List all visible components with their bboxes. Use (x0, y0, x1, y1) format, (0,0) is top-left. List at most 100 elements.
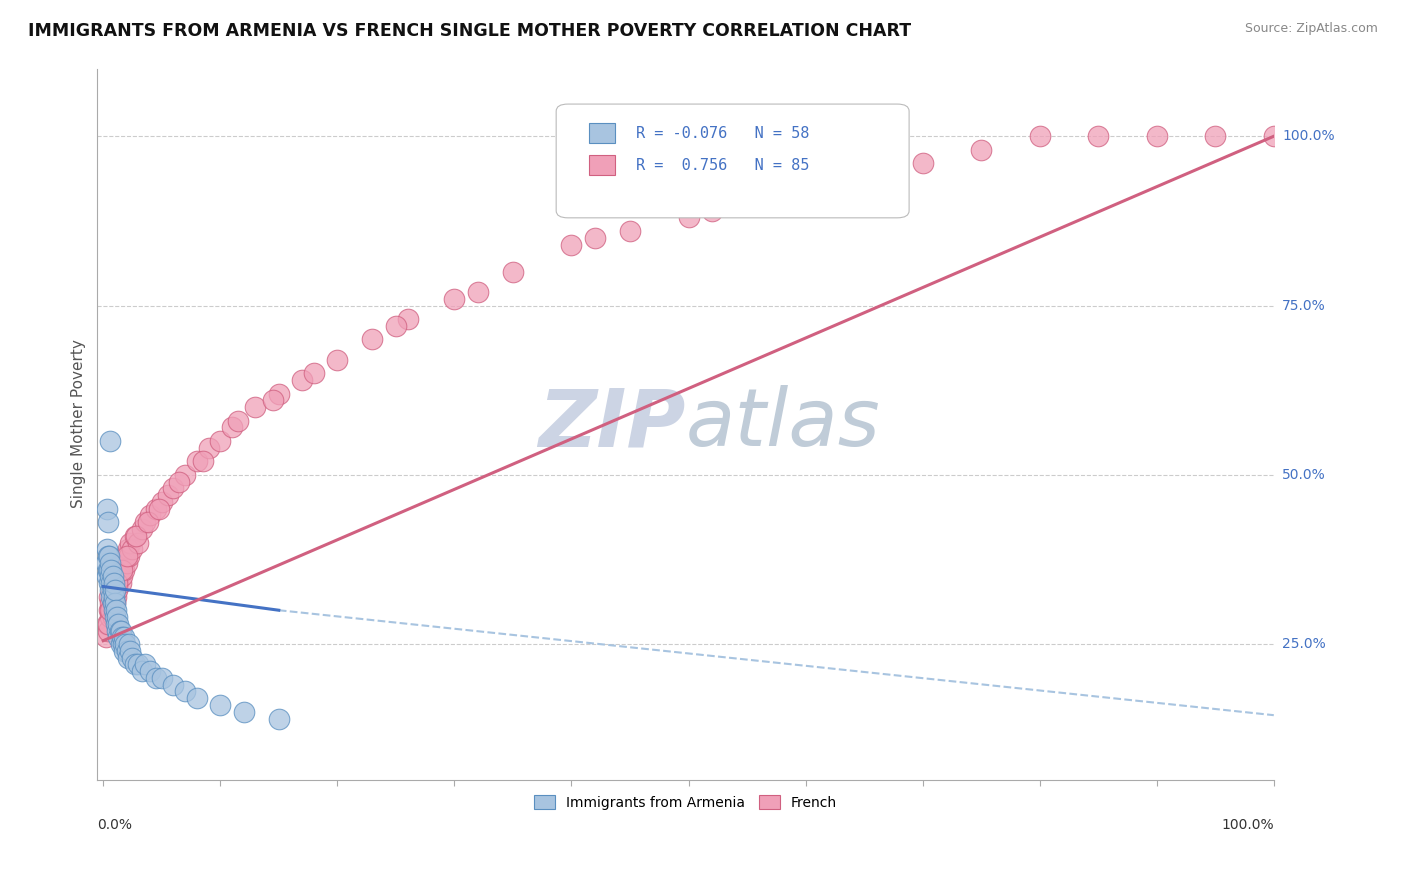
Point (112, 630, 135, 644)
FancyBboxPatch shape (589, 155, 614, 175)
Text: 25.0%: 25.0% (1282, 637, 1326, 651)
Point (174, 684, 197, 698)
Point (105, 576, 128, 591)
Point (103, 603, 125, 617)
Point (145, 501, 167, 516)
Point (396, 312, 419, 326)
Text: 75.0%: 75.0% (1282, 299, 1326, 312)
Point (385, 318, 408, 333)
Point (467, 285, 489, 299)
Point (101, 590, 124, 604)
Point (98, 556, 121, 570)
Point (98, 434, 121, 448)
Point (98, 576, 121, 591)
Point (124, 529, 146, 543)
Point (209, 434, 232, 448)
Point (1087, 129, 1109, 144)
Point (111, 563, 134, 577)
Point (98, 569, 121, 583)
Point (112, 637, 135, 651)
Point (245, 400, 267, 414)
Point (100, 576, 122, 591)
Point (174, 467, 197, 482)
Point (361, 332, 384, 346)
Point (101, 597, 124, 611)
Point (105, 603, 128, 617)
Text: 100.0%: 100.0% (1282, 129, 1334, 144)
Point (105, 576, 128, 591)
Point (150, 671, 173, 685)
Point (104, 582, 127, 597)
Point (105, 610, 128, 624)
Point (120, 644, 142, 658)
Point (110, 624, 132, 638)
Point (1204, 129, 1226, 144)
Point (134, 657, 156, 672)
Point (125, 529, 148, 543)
Point (104, 597, 127, 611)
Point (853, 169, 876, 184)
Text: 50.0%: 50.0% (1282, 467, 1326, 482)
Text: 0.0%: 0.0% (97, 818, 132, 832)
Point (98, 597, 121, 611)
Text: atlas: atlas (686, 385, 880, 463)
Point (96, 616, 118, 631)
Point (101, 582, 124, 597)
Point (105, 624, 128, 638)
Point (162, 678, 184, 692)
Point (101, 569, 124, 583)
Point (191, 454, 214, 468)
Point (97, 624, 120, 638)
Point (107, 569, 129, 583)
Point (96, 542, 118, 557)
Point (100, 563, 122, 577)
Point (150, 495, 173, 509)
Point (117, 650, 139, 665)
Point (103, 576, 125, 591)
Point (98, 610, 121, 624)
Point (98, 582, 121, 597)
Point (112, 644, 135, 658)
Point (1028, 129, 1050, 144)
Point (104, 597, 127, 611)
Point (700, 203, 723, 218)
Point (98, 549, 121, 563)
Point (96, 501, 118, 516)
Point (911, 156, 934, 170)
Point (117, 542, 139, 557)
Point (139, 508, 162, 523)
Point (111, 630, 134, 644)
Y-axis label: Single Mother Poverty: Single Mother Poverty (72, 340, 86, 508)
Point (121, 542, 143, 557)
Point (96, 569, 118, 583)
Point (156, 488, 179, 502)
Point (326, 352, 349, 367)
Point (112, 563, 135, 577)
Point (148, 501, 170, 516)
Point (100, 582, 122, 597)
Point (107, 616, 129, 631)
Text: Source: ZipAtlas.com: Source: ZipAtlas.com (1244, 22, 1378, 36)
Point (100, 603, 122, 617)
Point (139, 664, 162, 678)
Point (110, 637, 132, 651)
Point (103, 590, 125, 604)
Point (98, 603, 121, 617)
FancyBboxPatch shape (589, 123, 614, 144)
Point (794, 183, 817, 197)
Point (94, 630, 117, 644)
Point (110, 576, 132, 591)
Point (131, 664, 153, 678)
Point (121, 650, 143, 665)
Point (120, 535, 142, 549)
Point (169, 475, 191, 489)
Point (127, 657, 149, 672)
Point (98, 590, 121, 604)
Text: 100.0%: 100.0% (1222, 818, 1274, 832)
Point (186, 454, 208, 468)
Point (560, 237, 582, 252)
Point (103, 576, 125, 591)
Point (104, 582, 127, 597)
Point (105, 590, 128, 604)
Point (226, 414, 249, 428)
